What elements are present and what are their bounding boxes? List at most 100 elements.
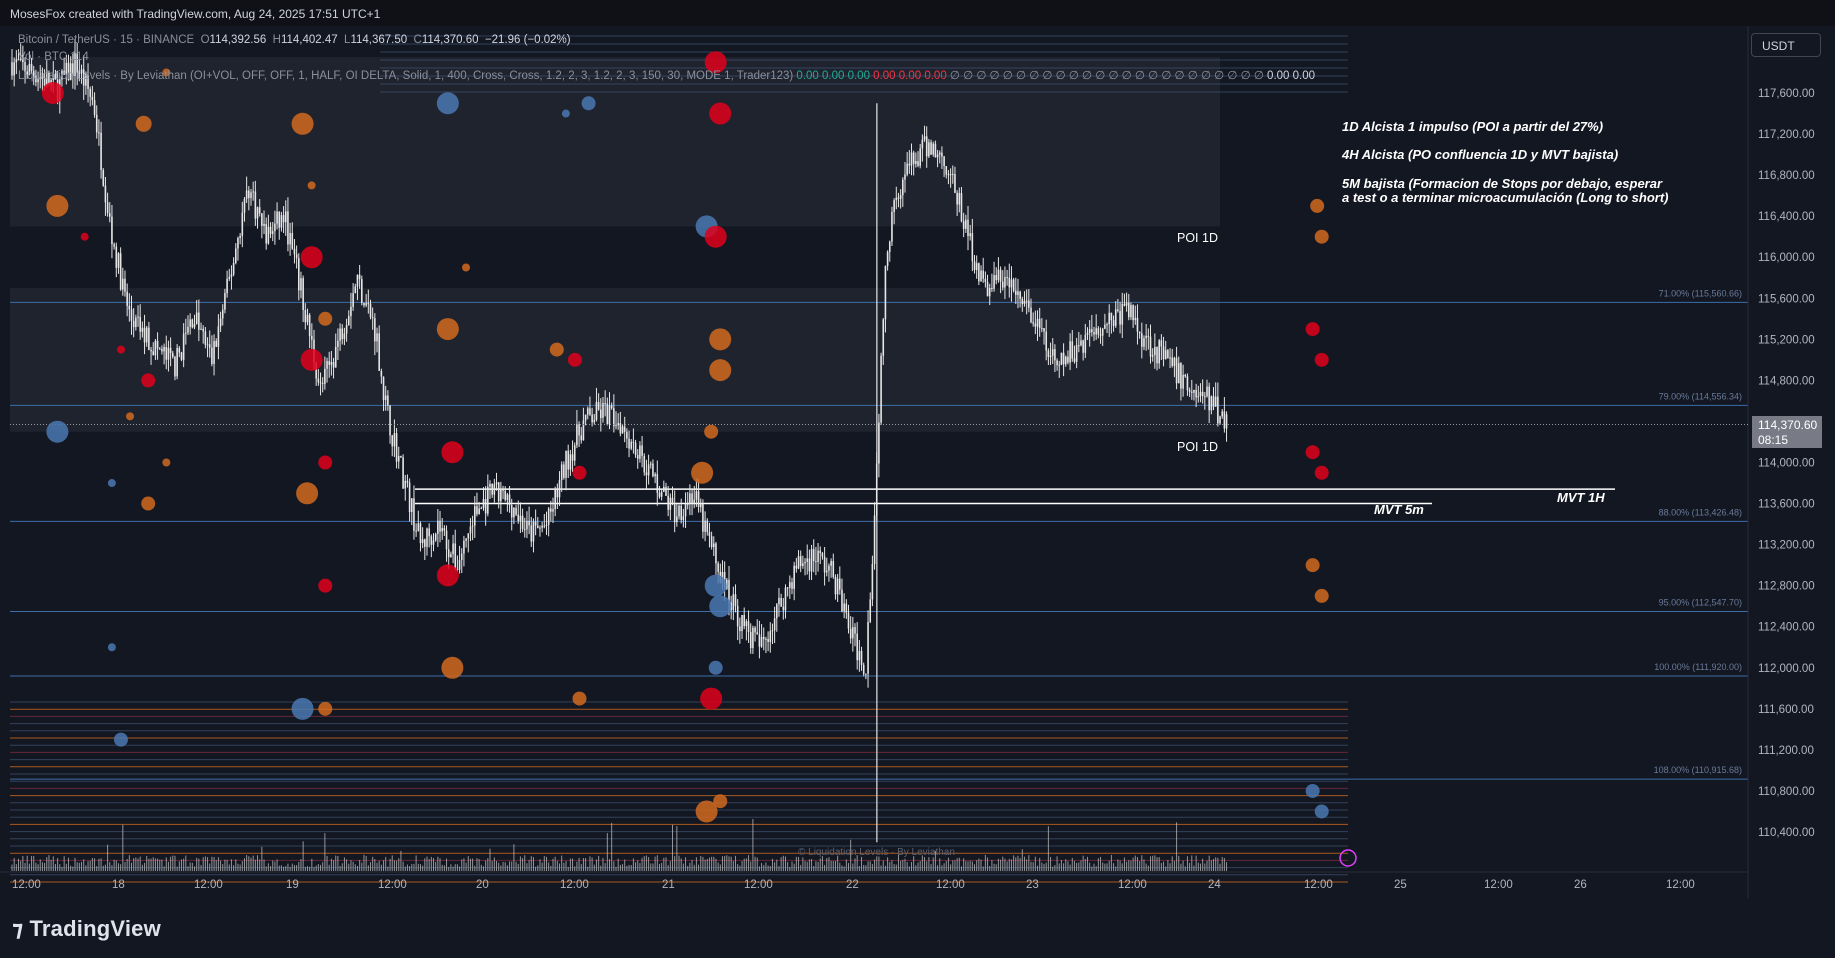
candle-body <box>72 63 74 76</box>
candle-body <box>487 486 489 514</box>
candle-body <box>799 556 802 566</box>
candle-body <box>736 605 739 627</box>
candle-body <box>248 190 250 199</box>
candle-body <box>208 344 211 348</box>
candle-body <box>767 638 769 643</box>
candle-body <box>261 213 263 226</box>
liq-bubble-red <box>567 352 582 367</box>
candle-body <box>732 594 735 610</box>
poi-zone-0 <box>10 57 1220 227</box>
candle-body <box>997 269 1000 281</box>
candle-body <box>1012 279 1015 291</box>
candle-body <box>122 278 124 290</box>
candle-body <box>341 328 344 340</box>
candle-body <box>1088 329 1091 333</box>
candle-body <box>324 368 326 384</box>
candle-body <box>319 382 322 384</box>
candle-body <box>456 569 459 571</box>
candle-body <box>702 503 704 532</box>
candle-body <box>1006 277 1008 279</box>
candle-body <box>921 139 924 149</box>
candle-body <box>967 219 969 237</box>
candle-body <box>417 523 420 531</box>
candle-body <box>550 508 552 512</box>
candle-body <box>258 207 261 214</box>
candle-body <box>1156 347 1158 364</box>
candle-body <box>563 464 565 478</box>
candle-body <box>915 161 917 164</box>
price-chart[interactable]: 71.00% (115,560.66) 79.00% (114,556.34) 88… <box>0 26 1835 898</box>
candle-body <box>30 63 33 71</box>
candle-body <box>854 627 856 634</box>
candle-body <box>810 549 813 572</box>
liq-bubble-red <box>704 225 727 248</box>
candle-body <box>500 489 502 502</box>
candle-body <box>334 346 337 368</box>
legend-volume-row[interactable]: Vol · BTC 114 <box>18 51 89 63</box>
candle-body <box>597 401 600 410</box>
candle-body <box>758 634 761 647</box>
candle-body <box>541 525 543 528</box>
candle-body <box>128 305 131 310</box>
candle-body <box>1112 320 1115 326</box>
candle-body <box>61 70 63 80</box>
candle-body <box>749 632 752 649</box>
lightning-icon[interactable] <box>1339 849 1357 867</box>
candle-body <box>150 349 152 352</box>
candle-body <box>1019 291 1021 299</box>
candle-body <box>219 318 222 327</box>
candle-body <box>300 278 302 291</box>
candle-body <box>180 352 183 360</box>
candle-body <box>100 132 102 171</box>
candle-body <box>1193 389 1195 393</box>
candle-body <box>452 543 454 555</box>
candle-body <box>269 226 272 234</box>
candle-body <box>393 433 396 447</box>
candle-body <box>48 72 50 85</box>
candle-body <box>519 515 522 521</box>
liq-bubble-blue <box>581 96 596 111</box>
candle-body <box>132 320 135 328</box>
candle-body <box>369 303 372 318</box>
liq-bubble-red <box>41 82 64 104</box>
candle-body <box>52 73 55 81</box>
y-tick-0: 110,400.00 <box>1758 827 1815 839</box>
candle-body <box>432 540 435 545</box>
annotation-note-4h: 4H Alcista (PO confluencia 1D y MVT baji… <box>1342 147 1619 162</box>
candle-body <box>1004 277 1006 288</box>
candle-body <box>552 509 554 512</box>
legend-symbol[interactable]: Bitcoin / TetherUS · 15 · BINANCE <box>18 34 195 46</box>
candle-body <box>447 549 450 558</box>
candle-body <box>437 520 439 534</box>
currency-selector[interactable]: USDT <box>1751 33 1821 57</box>
candle-body <box>1093 332 1095 335</box>
candle-body <box>571 454 574 461</box>
x-tick-12: 12:00 <box>1118 879 1147 891</box>
annotation-note-5m-line1: 5M bajista (Formacion de Stops por debaj… <box>1342 176 1663 191</box>
liq-bubble-blue <box>709 595 732 618</box>
candle-body <box>1214 396 1217 407</box>
x-tick-0: 12:00 <box>12 879 41 891</box>
liq-bubble-red <box>572 465 587 480</box>
liq-bubble-orange <box>307 181 316 190</box>
candle-body <box>595 401 598 420</box>
candle-body <box>1195 389 1197 398</box>
y-tick-14: 116,000.00 <box>1758 252 1815 264</box>
candle-body <box>428 528 430 537</box>
legend-indicator-row[interactable]: Liquidation Levels · By Leviathan (OI+VO… <box>18 68 1315 82</box>
candle-body <box>671 497 674 505</box>
candle-body <box>35 75 37 83</box>
candle-body <box>187 326 189 333</box>
candle-body <box>382 376 385 401</box>
liq-bubble-red <box>300 246 323 269</box>
liq-bubble-orange <box>135 115 152 132</box>
candle-body <box>476 506 478 515</box>
candle-body <box>104 185 107 203</box>
candle-body <box>156 340 159 349</box>
candle-body <box>367 303 370 305</box>
candle-body <box>1154 347 1156 356</box>
x-tick-5: 20 <box>476 879 489 891</box>
candle-body <box>593 419 596 423</box>
tradingview-logo[interactable]: ⁊ TradingView <box>12 916 161 942</box>
candle-body <box>450 554 452 558</box>
